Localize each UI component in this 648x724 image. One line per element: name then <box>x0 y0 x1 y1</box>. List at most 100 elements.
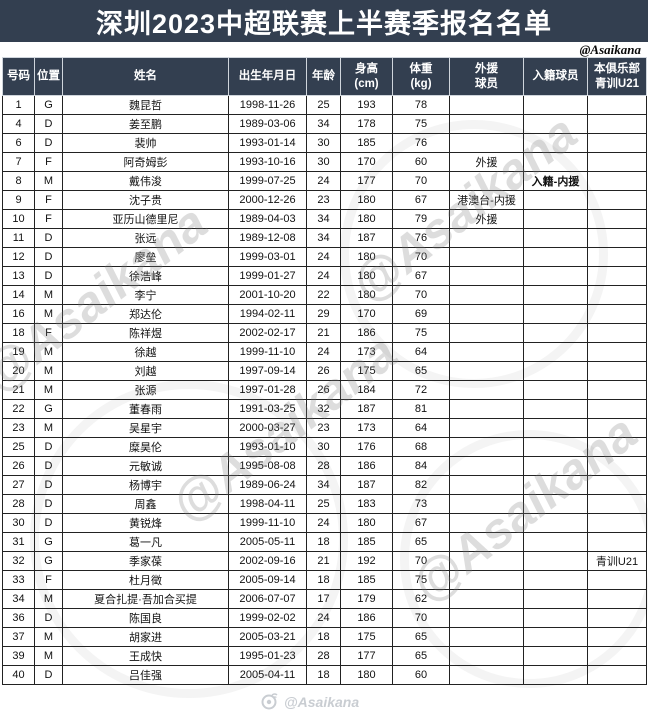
table-row: 27 D 杨博宇 1989-06-24 34 187 82 <box>2 475 647 495</box>
cell-name: 张远 <box>62 228 229 248</box>
cell-number: 19 <box>2 342 35 362</box>
cell-age: 24 <box>306 608 341 628</box>
cell-naturalized <box>523 285 588 305</box>
cell-height: 185 <box>340 133 393 153</box>
cell-age: 32 <box>306 399 341 419</box>
cell-youth <box>587 342 647 362</box>
cell-youth <box>587 361 647 381</box>
cell-youth <box>587 646 647 666</box>
table-row: 14 M 李宁 2001-10-20 22 180 70 <box>2 285 647 305</box>
cell-number: 21 <box>2 380 35 400</box>
cell-youth <box>587 570 647 590</box>
cell-age: 24 <box>306 171 341 191</box>
cell-naturalized <box>523 304 588 324</box>
cell-position: G <box>34 532 63 552</box>
cell-foreign <box>449 95 524 115</box>
cell-age: 21 <box>306 551 341 571</box>
cell-youth <box>587 456 647 476</box>
cell-name: 魏昆哲 <box>62 95 229 115</box>
cell-youth <box>587 266 647 286</box>
cell-age: 34 <box>306 114 341 134</box>
cell-height: 178 <box>340 114 393 134</box>
cell-height: 176 <box>340 437 393 457</box>
cell-height: 175 <box>340 361 393 381</box>
cell-position: M <box>34 285 63 305</box>
cell-number: 31 <box>2 532 35 552</box>
cell-naturalized <box>523 380 588 400</box>
cell-youth <box>587 171 647 191</box>
cell-age: 34 <box>306 209 341 229</box>
cell-position: D <box>34 513 63 533</box>
cell-weight: 76 <box>392 133 450 153</box>
cell-name: 黄锐烽 <box>62 513 229 533</box>
cell-number: 1 <box>2 95 35 115</box>
cell-naturalized <box>523 570 588 590</box>
cell-dob: 1999-01-27 <box>228 266 307 286</box>
table-row: 7 F 阿奇姆彭 1993-10-16 30 170 60 外援 <box>2 152 647 172</box>
cell-height: 193 <box>340 95 393 115</box>
cell-number: 9 <box>2 190 35 210</box>
cell-number: 18 <box>2 323 35 343</box>
cell-naturalized <box>523 361 588 381</box>
cell-position: D <box>34 665 63 685</box>
table-row: 26 D 元敏诚 1995-08-08 28 186 84 <box>2 456 647 476</box>
cell-naturalized <box>523 247 588 267</box>
cell-position: F <box>34 152 63 172</box>
col-header-name: 姓名 <box>62 57 229 96</box>
cell-position: D <box>34 228 63 248</box>
cell-height: 180 <box>340 266 393 286</box>
cell-dob: 1999-11-10 <box>228 342 307 362</box>
table-row: 28 D 周鑫 1998-04-11 25 183 73 <box>2 494 647 514</box>
col-header-height: 身高 (cm) <box>340 57 393 96</box>
cell-naturalized <box>523 266 588 286</box>
cell-weight: 70 <box>392 285 450 305</box>
cell-height: 175 <box>340 627 393 647</box>
cell-name: 徐浩峰 <box>62 266 229 286</box>
table-row: 8 M 戴伟浚 1999-07-25 24 177 70 入籍-内援 <box>2 171 647 191</box>
cell-foreign <box>449 494 524 514</box>
cell-naturalized <box>523 399 588 419</box>
cell-number: 6 <box>2 133 35 153</box>
roster-table: 号码 位置 姓名 出生年月日 年龄 身高 (cm) 体重 (kg) 外援 球员 入籍球员 本俱乐部 青训U… <box>2 57 647 685</box>
cell-weight: 67 <box>392 190 450 210</box>
cell-age: 18 <box>306 532 341 552</box>
table-row: 21 M 张源 1997-01-28 26 184 72 <box>2 380 647 400</box>
cell-foreign <box>449 646 524 666</box>
cell-foreign <box>449 456 524 476</box>
roster-header: 号码 位置 姓名 出生年月日 年龄 身高 (cm) 体重 (kg) 外援 球员 入籍球员 本俱乐部 青训U… <box>2 57 647 96</box>
cell-youth <box>587 304 647 324</box>
col-header-age: 年龄 <box>306 57 341 96</box>
cell-height: 192 <box>340 551 393 571</box>
cell-weight: 78 <box>392 95 450 115</box>
cell-height: 186 <box>340 608 393 628</box>
cell-height: 180 <box>340 285 393 305</box>
table-row: 1 G 魏昆哲 1998-11-26 25 193 78 <box>2 95 647 115</box>
cell-age: 34 <box>306 475 341 495</box>
cell-naturalized <box>523 646 588 666</box>
cell-naturalized <box>523 475 588 495</box>
cell-foreign-badge: 外援 <box>449 209 524 229</box>
cell-height: 180 <box>340 247 393 267</box>
cell-age: 34 <box>306 228 341 248</box>
table-row: 10 F 亚历山德里尼 1989-04-03 34 180 79 外援 <box>2 209 647 229</box>
cell-foreign <box>449 323 524 343</box>
cell-naturalized <box>523 494 588 514</box>
cell-foreign <box>449 380 524 400</box>
cell-dob: 2006-07-07 <box>228 589 307 609</box>
cell-dob: 2005-03-21 <box>228 627 307 647</box>
weibo-icon <box>261 693 278 710</box>
cell-naturalized <box>523 323 588 343</box>
cell-foreign <box>449 171 524 191</box>
cell-weight: 75 <box>392 570 450 590</box>
cell-age: 17 <box>306 589 341 609</box>
cell-number: 40 <box>2 665 35 685</box>
cell-position: D <box>34 608 63 628</box>
cell-dob: 1999-07-25 <box>228 171 307 191</box>
cell-weight: 75 <box>392 323 450 343</box>
cell-age: 25 <box>306 95 341 115</box>
table-row: 16 M 郑达伦 1994-02-11 29 170 69 <box>2 304 647 324</box>
cell-dob: 1989-12-08 <box>228 228 307 248</box>
cell-weight: 82 <box>392 475 450 495</box>
table-row: 34 M 夏合扎提·吾加合买提 2006-07-07 17 179 62 <box>2 589 647 609</box>
col-header-number: 号码 <box>2 57 35 96</box>
